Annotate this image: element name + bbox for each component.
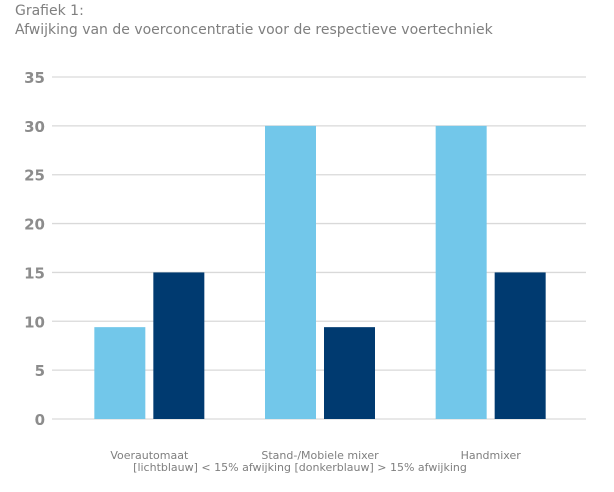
x-tick-label: Voerautomaat — [110, 449, 189, 462]
chart-title: Grafiek 1: — [15, 3, 84, 19]
bar-dark-2 — [494, 272, 546, 419]
bar-light-0 — [94, 327, 146, 419]
bar-dark-1 — [324, 327, 375, 419]
y-tick-label: 35 — [24, 69, 45, 87]
bar-dark-0 — [153, 272, 205, 419]
bar-light-2 — [435, 125, 487, 419]
y-tick-label: 10 — [24, 313, 45, 331]
chart-subtitle: Afwijking van de voerconcentratie voor d… — [15, 22, 493, 38]
bar-light-1 — [265, 125, 316, 419]
y-tick-label: 0 — [35, 411, 45, 429]
y-tick-label: 5 — [35, 362, 45, 380]
y-tick-label: 30 — [24, 118, 45, 136]
y-tick-label: 15 — [24, 264, 45, 282]
y-tick-label: 25 — [24, 167, 45, 185]
x-axis-label: [lichtblauw] < 15% afwijking [donkerblau… — [133, 461, 467, 474]
y-tick-label: 20 — [24, 216, 45, 234]
x-tick-label: Stand-/Mobiele mixer — [261, 449, 379, 462]
x-tick-label: Handmixer — [461, 449, 522, 462]
